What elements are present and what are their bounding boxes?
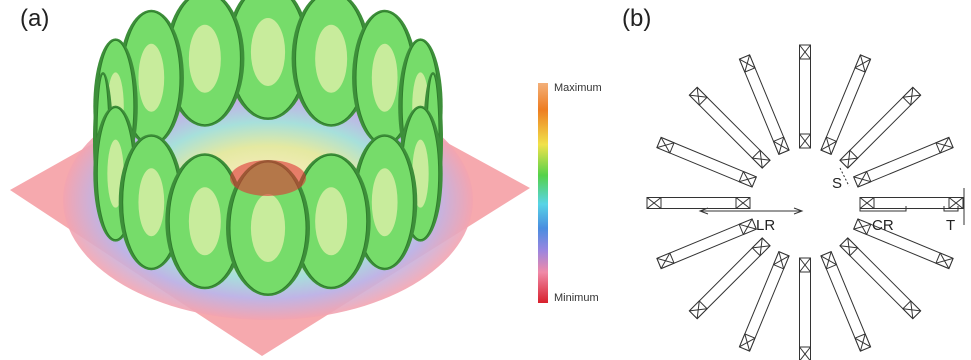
panel-label: (a) [20,5,49,32]
coil-bar [647,198,750,209]
label-t: T [946,217,955,234]
coil-hole [189,187,221,255]
colorbar-min: Minimum [554,292,599,304]
coil-hole [251,18,285,86]
coil-hole [251,194,285,262]
bar-outline [860,198,963,209]
panel-label: (b) [622,5,651,32]
label-cr: CR [872,217,894,234]
center-hole [230,160,306,196]
colorbar [538,83,548,303]
coil-hole [372,168,398,236]
coil-bar [800,45,811,148]
figure: (a) Maximum Minimum (b) S LR CR T [0,0,971,360]
bar-outline [800,258,811,360]
coil-hole [138,168,164,236]
coil-bar [800,258,811,360]
bar-outline [800,45,811,148]
bar-outline [647,198,750,209]
coil-hole [138,44,164,112]
coil-hole [315,187,347,255]
label-s: S [832,175,842,192]
coil-bar [860,198,963,209]
coil-hole [372,44,398,112]
colorbar-max: Maximum [554,82,602,94]
label-lr: LR [756,217,775,234]
coil-hole [189,25,221,93]
coil-schematic [647,45,963,360]
coil-hole [315,25,347,93]
